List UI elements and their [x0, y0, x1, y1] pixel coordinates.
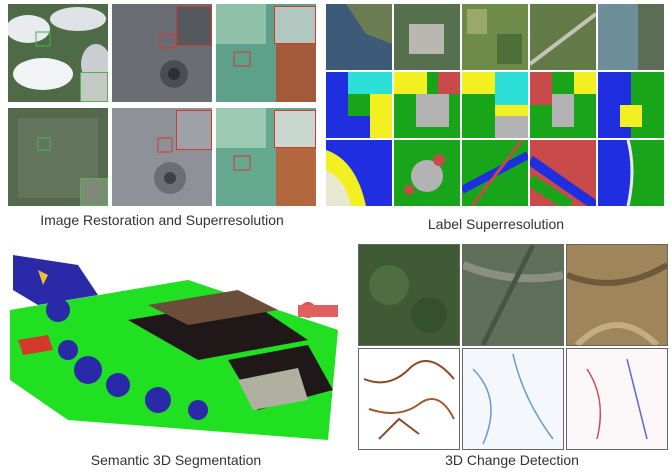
- zoom-inset: [80, 178, 108, 206]
- zoom-inset: [274, 110, 316, 148]
- clouds-satellite-image: [8, 4, 108, 102]
- coarse-label-map: [530, 72, 596, 138]
- fine-label-map: [530, 140, 596, 206]
- zoom-inset: [274, 6, 316, 44]
- change-caption: 3D Change Detection: [445, 452, 579, 468]
- coarse-label-map: [326, 72, 392, 138]
- town-aerial-image: [394, 4, 460, 70]
- fine-label-map: [326, 140, 392, 206]
- restored-volcano-image: [112, 108, 212, 206]
- coarse-label-map: [462, 72, 528, 138]
- coastline-aerial-image: [326, 4, 392, 70]
- shaded-relief-image: [566, 244, 668, 346]
- zoom-inset: [176, 110, 212, 150]
- eroded-terrain-image: [462, 244, 564, 346]
- seg3d-panel: [8, 250, 344, 445]
- seg3d-caption: Semantic 3D Segmentation: [90, 452, 262, 468]
- restoration-panel: [8, 4, 316, 209]
- fine-label-map: [462, 140, 528, 206]
- fine-label-map: [598, 140, 664, 206]
- label-sr-caption: Label Superresolution: [427, 216, 565, 232]
- coarse-label-map: [394, 72, 460, 138]
- zoom-inset: [176, 6, 212, 46]
- forest-terrain-image: [358, 244, 460, 346]
- restoration-caption: Image Restoration and Superresolution: [40, 212, 284, 228]
- change-map-blue: [462, 348, 564, 450]
- change-map-brown: [358, 348, 460, 450]
- fields-aerial-image: [462, 4, 528, 70]
- volcano-grayscale-image: [112, 4, 212, 102]
- restored-multispectral-image: [216, 108, 316, 206]
- zoom-inset: [80, 72, 108, 102]
- restored-urban-image: [8, 108, 108, 206]
- shore-aerial-image: [598, 4, 664, 70]
- point-cloud-render: [10, 255, 344, 445]
- fine-label-map: [394, 140, 460, 206]
- change-panel: [358, 244, 668, 452]
- road-aerial-image: [530, 4, 596, 70]
- coarse-label-map: [598, 72, 664, 138]
- change-map-red-blue: [566, 348, 668, 450]
- multispectral-image: [216, 4, 316, 102]
- label-sr-panel: [326, 4, 666, 209]
